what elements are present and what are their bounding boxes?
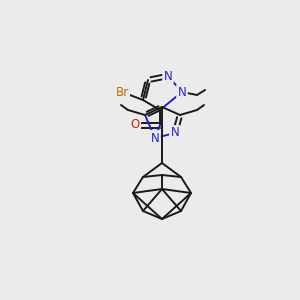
Text: N: N: [171, 127, 179, 140]
Text: O: O: [130, 118, 140, 131]
Text: Br: Br: [116, 85, 129, 98]
Text: N: N: [178, 85, 186, 98]
Text: N: N: [164, 70, 172, 83]
Text: N: N: [151, 131, 159, 145]
